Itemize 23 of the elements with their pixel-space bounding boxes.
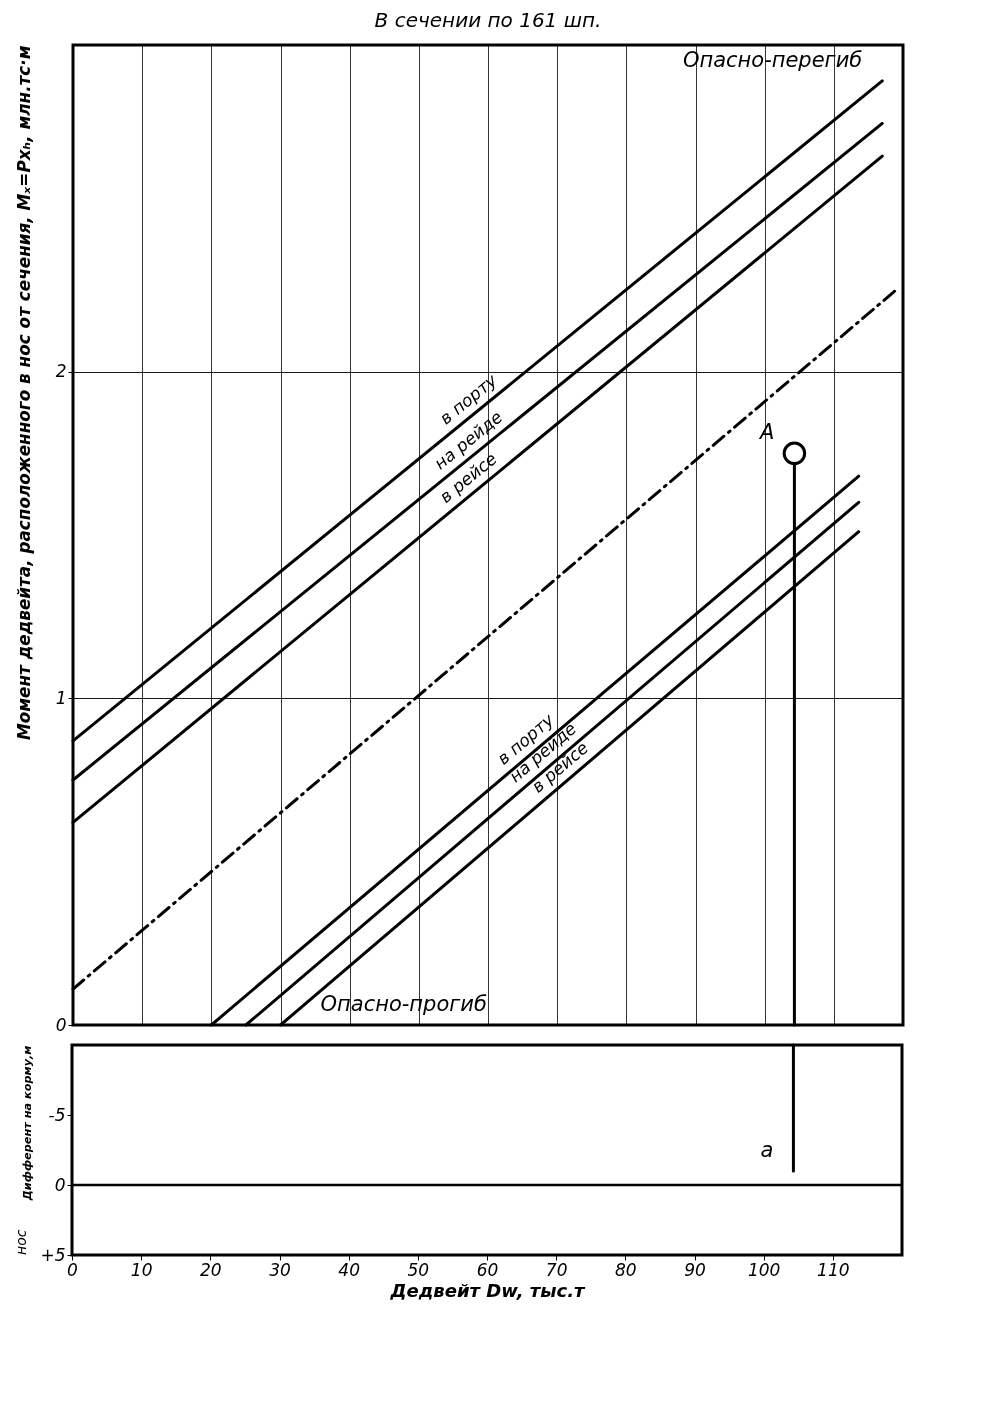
x-tick-label: 30 [269,1259,291,1280]
y-tick-label: 2 [55,361,67,382]
y-tick-label: +5 [40,1244,66,1265]
y-tick-label: 1 [55,687,67,708]
x-tick-label: 20 [200,1259,222,1280]
x-axis-title: Дедвейт Dw, тыс.т [389,1279,586,1301]
x-tick-label: 40 [338,1259,360,1280]
annotation: a [760,1138,774,1162]
x-tick-label: 80 [615,1259,637,1280]
y-tick-label: 0 [55,1014,67,1035]
x-tick-label: 110 [817,1259,850,1280]
chart-title: В сечении по 161 шп. [374,8,602,32]
y-axis-title: Дифферент на корму,м [20,1045,34,1202]
x-tick-label: 100 [747,1259,781,1280]
y-tick-label: 0 [54,1174,66,1195]
x-tick-label: 70 [545,1259,568,1280]
y-axis-title: Момент дедвейта, расположенного в нос от сечения, Mₓ=Pxₕ, млн.тс·м [13,45,34,741]
x-tick-label: 90 [684,1259,706,1280]
y-tick-label: -5 [48,1104,66,1125]
x-tick-label: 60 [476,1259,499,1280]
x-tick-label: 10 [130,1259,153,1280]
text: нос [13,1229,29,1255]
x-tick-label: 50 [407,1259,430,1280]
